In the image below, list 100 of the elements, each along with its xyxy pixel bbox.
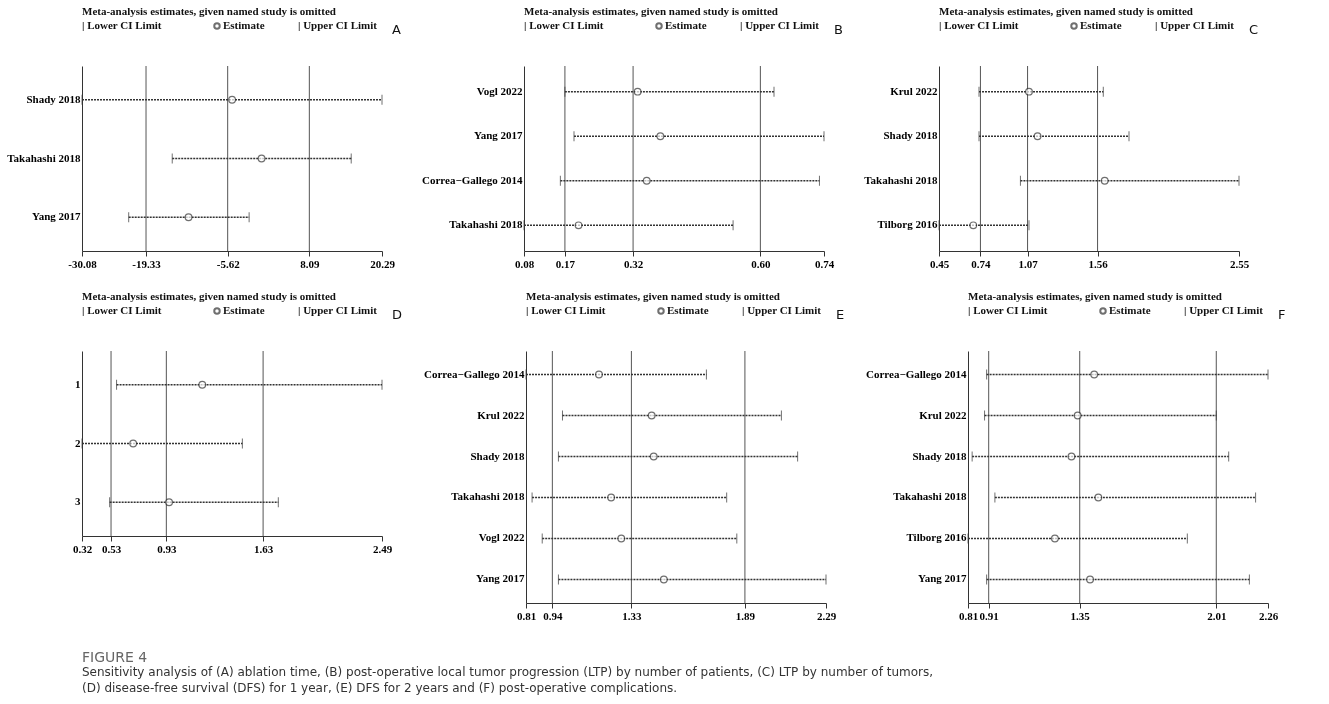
y-tick-label: Takahashi 2018	[449, 218, 523, 231]
y-tick-label: Yang 2017	[475, 572, 525, 585]
x-tick-label: 2.49	[372, 542, 393, 555]
y-tick-label: Takahashi 2018	[451, 490, 525, 503]
x-tick-label: -30.08	[68, 257, 98, 270]
text: | Lower CI Limit	[82, 304, 162, 316]
legend-title: Meta-analysis estimates, given named study is omitted	[939, 5, 1193, 17]
text: | Upper CI Limit	[298, 19, 378, 31]
y-tick-label: Tilborg 2016	[906, 531, 967, 544]
text: Sensitivity analysis of (A) ablation time, (B) post-operative local tumor progression (LTP) by number of patients, (C) LTP by number of tumors,	[82, 665, 934, 679]
y-tick-label: 1	[75, 377, 81, 390]
legend-label: Estimate	[223, 304, 265, 316]
text: | Lower CI Limit	[939, 19, 1019, 31]
x-tick-label: 1.63	[253, 542, 274, 555]
legend-title: Meta-analysis estimates, given named study is omitted	[526, 290, 780, 302]
x-tick-label: 0.60	[751, 257, 771, 270]
point	[1025, 87, 1033, 96]
x-tick-label: 1.07	[1018, 257, 1039, 270]
x-tick-label: -5.62	[216, 257, 241, 270]
legend-title: Meta-analysis estimates, given named study is omitted	[82, 5, 336, 17]
point	[607, 493, 616, 502]
legend-title: Meta-analysis estimates, given named study is omitted	[968, 290, 1222, 302]
point	[1090, 370, 1099, 379]
y-tick-label: Yang 2017	[473, 129, 523, 142]
y-tick-label: Vogl 2022	[478, 531, 525, 544]
y-tick-label: Takahashi 2018	[893, 490, 967, 503]
x-tick-label: 2.55	[1229, 257, 1250, 270]
text: | Lower CI Limit	[82, 19, 162, 31]
y-tick-label: 2	[75, 436, 81, 449]
x-tick-label: 0.08	[514, 257, 535, 270]
legend-label: Estimate	[1109, 304, 1151, 316]
text: A	[392, 22, 401, 37]
x-tick-label: 2.29	[816, 609, 837, 622]
x-tick-label: 2.01	[1207, 609, 1227, 622]
x-tick-label: 0.74	[971, 257, 992, 270]
x-tick-label: 0.81	[516, 609, 537, 622]
y-tick-label: Shady 2018	[883, 129, 938, 142]
point	[1100, 176, 1109, 185]
point	[642, 176, 651, 185]
y-tick-label: Krul 2022	[477, 408, 525, 421]
text: | Upper CI Limit	[1155, 19, 1235, 31]
point	[659, 575, 668, 584]
point	[969, 221, 978, 230]
text: | Upper CI Limit	[1184, 304, 1264, 316]
point	[617, 534, 626, 543]
point	[574, 221, 583, 230]
x-tick-label: 1.89	[735, 609, 756, 622]
y-tick-label: Tilborg 2016	[877, 218, 938, 231]
point	[1033, 132, 1042, 141]
point	[649, 452, 658, 461]
x-tick-label: 0.17	[555, 257, 576, 270]
text: C	[1249, 22, 1259, 37]
text: (D) disease-free survival (DFS) for 1 year, (E) DFS for 2 years and (F) post-operative complications.	[82, 681, 678, 695]
y-tick-label: Yang 2017	[31, 210, 81, 223]
text: B	[834, 22, 843, 37]
legend-label: Estimate	[667, 304, 709, 316]
x-tick-label: 1.33	[622, 609, 643, 622]
y-tick-label: Krul 2022	[890, 84, 938, 97]
caption: FIGURE 4	[82, 649, 148, 665]
legend-title: Meta-analysis estimates, given named study is omitted	[524, 5, 778, 17]
point	[656, 132, 665, 141]
x-tick-label: 0.74	[814, 257, 835, 270]
x-tick-label: 20.29	[370, 257, 396, 270]
text: | Lower CI Limit	[968, 304, 1048, 316]
y-tick-label: Krul 2022	[919, 408, 967, 421]
legend-label: Estimate	[665, 19, 707, 31]
x-tick-label: 0.53	[101, 542, 122, 555]
x-tick-label: 0.91	[979, 609, 999, 622]
y-tick-label: Correa−Gallego 2014	[866, 367, 967, 380]
text: E	[836, 307, 845, 322]
y-tick-label: Correa−Gallego 2014	[422, 173, 523, 186]
point	[633, 87, 642, 96]
text: | Upper CI Limit	[742, 304, 822, 316]
x-tick-label: 1.56	[1088, 257, 1109, 270]
text: | Lower CI Limit	[526, 304, 606, 316]
point	[1086, 575, 1095, 584]
legend-title: Meta-analysis estimates, given named study is omitted	[82, 290, 336, 302]
y-tick-label: Shady 2018	[912, 449, 967, 462]
text: | Upper CI Limit	[740, 19, 820, 31]
y-tick-label: Correa−Gallego 2014	[424, 367, 525, 380]
x-tick-label: 0.93	[157, 542, 177, 555]
point	[1067, 452, 1076, 461]
legend-label: Estimate	[1080, 19, 1122, 31]
point	[1094, 493, 1103, 502]
x-tick-label: 1.35	[1070, 609, 1091, 622]
x-tick-label: 0.94	[543, 609, 563, 622]
y-tick-label: Takahashi 2018	[864, 173, 938, 186]
point	[595, 370, 603, 379]
x-tick-label: 0.32	[623, 257, 644, 270]
x-tick-label: 8.09	[300, 257, 320, 270]
y-tick-label: Vogl 2022	[476, 84, 523, 97]
text: | Upper CI Limit	[298, 304, 378, 316]
text: D	[392, 307, 403, 322]
y-tick-label: Yang 2017	[917, 572, 967, 585]
y-tick-label: 3	[75, 495, 81, 508]
legend-label: Estimate	[223, 19, 265, 31]
y-tick-label: Shady 2018	[470, 449, 525, 462]
x-tick-label: 0.32	[72, 542, 93, 555]
point	[647, 411, 656, 420]
y-tick-label: Takahashi 2018	[7, 151, 81, 164]
